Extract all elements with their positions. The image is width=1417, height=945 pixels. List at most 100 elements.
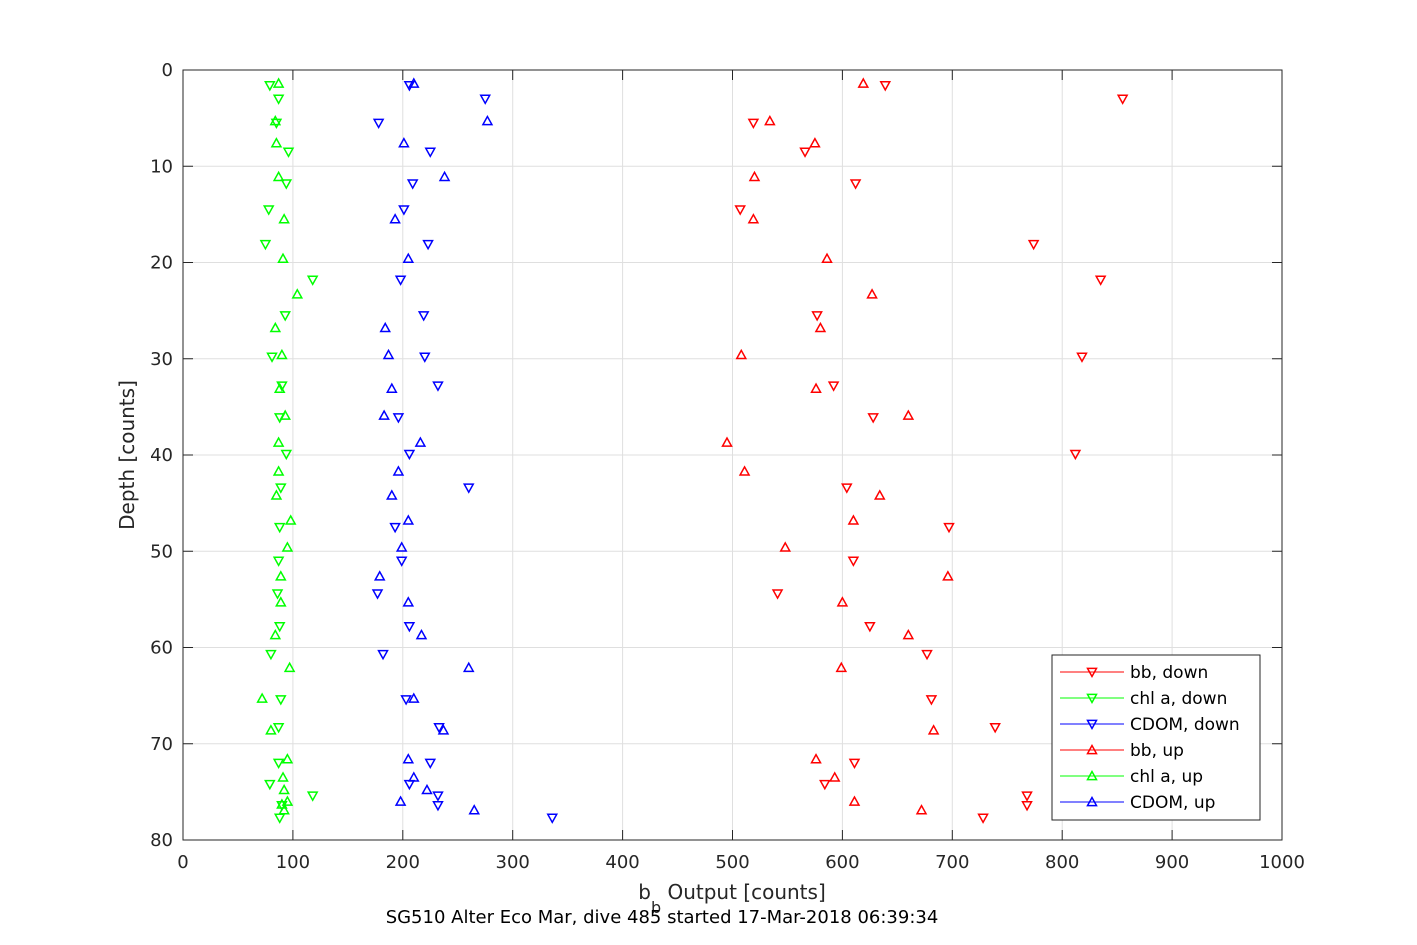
legend-marker bbox=[1086, 667, 1098, 679]
data-point bbox=[879, 81, 892, 92]
data-point bbox=[819, 779, 831, 791]
data-point bbox=[278, 783, 290, 795]
data-point bbox=[278, 804, 290, 815]
x-tick-label: 100 bbox=[276, 852, 310, 873]
legend-marker bbox=[1086, 795, 1098, 807]
chart-title: SG510 Alter Eco Mar, dive 485 started 17… bbox=[386, 907, 939, 928]
series-2 bbox=[371, 81, 559, 824]
data-point bbox=[809, 137, 821, 148]
data-point bbox=[272, 758, 285, 770]
data-point bbox=[902, 628, 915, 640]
data-point bbox=[395, 541, 408, 552]
data-point bbox=[1027, 239, 1040, 251]
data-point bbox=[921, 649, 933, 661]
data-point bbox=[265, 649, 277, 661]
data-point bbox=[841, 483, 853, 494]
data-point bbox=[927, 724, 940, 735]
data-point bbox=[546, 813, 559, 824]
legend-marker bbox=[1086, 743, 1098, 755]
x-axis-label-subscript: b bbox=[651, 898, 661, 917]
data-point bbox=[398, 137, 410, 148]
data-point bbox=[281, 541, 294, 552]
data-point bbox=[395, 556, 408, 567]
data-point bbox=[747, 118, 760, 129]
data-point bbox=[403, 81, 416, 92]
data-point bbox=[419, 352, 431, 363]
data-point bbox=[276, 381, 288, 392]
data-point bbox=[857, 77, 870, 88]
legend-entry-label: chl a, up bbox=[1130, 767, 1203, 787]
data-point bbox=[269, 321, 282, 333]
data-point bbox=[468, 804, 481, 815]
y-tick-label: 0 bbox=[162, 60, 173, 81]
data-point bbox=[264, 81, 276, 92]
data-point bbox=[1116, 94, 1129, 105]
data-point bbox=[270, 489, 283, 500]
data-point bbox=[748, 170, 761, 182]
data-point bbox=[836, 596, 849, 607]
data-point bbox=[433, 723, 445, 734]
data-point bbox=[389, 522, 401, 534]
series-5 bbox=[373, 77, 494, 815]
data-point bbox=[265, 724, 277, 735]
data-point bbox=[277, 771, 289, 782]
data-point bbox=[372, 118, 385, 129]
x-axis-label-main: b bbox=[638, 880, 651, 904]
data-point bbox=[849, 179, 862, 190]
data-point bbox=[266, 352, 278, 363]
legend-marker bbox=[1086, 719, 1098, 731]
data-point bbox=[989, 723, 1001, 734]
data-point bbox=[394, 275, 407, 286]
x-axis-label: bb Output [counts] bbox=[638, 880, 826, 917]
series-3 bbox=[721, 77, 954, 815]
data-point bbox=[462, 483, 475, 494]
data-point bbox=[835, 661, 848, 673]
x-tick-label: 300 bbox=[496, 852, 530, 873]
data-point bbox=[271, 589, 284, 600]
data-point bbox=[810, 753, 822, 764]
data-point bbox=[866, 288, 878, 299]
data-point bbox=[402, 753, 415, 764]
data-point bbox=[275, 695, 287, 706]
data-point bbox=[281, 753, 294, 764]
data-point bbox=[272, 94, 285, 105]
data-point bbox=[814, 321, 827, 333]
data-point bbox=[867, 413, 879, 424]
data-point bbox=[424, 147, 437, 158]
data-point bbox=[382, 348, 395, 360]
data-point bbox=[432, 381, 444, 392]
data-point bbox=[269, 114, 282, 126]
data-point bbox=[738, 465, 751, 476]
x-tick-label: 600 bbox=[825, 852, 859, 873]
data-point bbox=[915, 804, 928, 815]
data-point bbox=[408, 771, 420, 782]
data-point bbox=[259, 239, 272, 251]
data-point bbox=[273, 621, 286, 633]
data-point bbox=[392, 465, 405, 476]
data-point bbox=[828, 771, 841, 782]
data-point bbox=[400, 695, 412, 706]
data-point bbox=[408, 77, 420, 88]
x-axis-label-rest: Output [counts] bbox=[661, 880, 826, 904]
data-point bbox=[437, 724, 450, 735]
x-tick-label: 0 bbox=[177, 852, 188, 873]
data-point bbox=[402, 252, 415, 263]
data-point bbox=[306, 275, 319, 286]
legend-marker bbox=[1086, 693, 1098, 705]
data-point bbox=[270, 137, 283, 148]
data-point bbox=[747, 213, 760, 224]
data-point bbox=[408, 692, 420, 703]
data-point bbox=[398, 205, 410, 216]
data-point bbox=[432, 791, 444, 802]
y-axis-label: Depth [counts] bbox=[115, 380, 139, 530]
data-point bbox=[421, 783, 433, 795]
x-tick-label: 700 bbox=[935, 852, 969, 873]
data-point bbox=[272, 556, 285, 567]
data-point bbox=[272, 170, 285, 182]
data-point bbox=[280, 179, 293, 190]
y-tick-label: 40 bbox=[150, 445, 173, 466]
data-point bbox=[799, 147, 811, 158]
data-point bbox=[481, 114, 494, 126]
data-point bbox=[272, 77, 285, 88]
data-point bbox=[403, 449, 416, 461]
